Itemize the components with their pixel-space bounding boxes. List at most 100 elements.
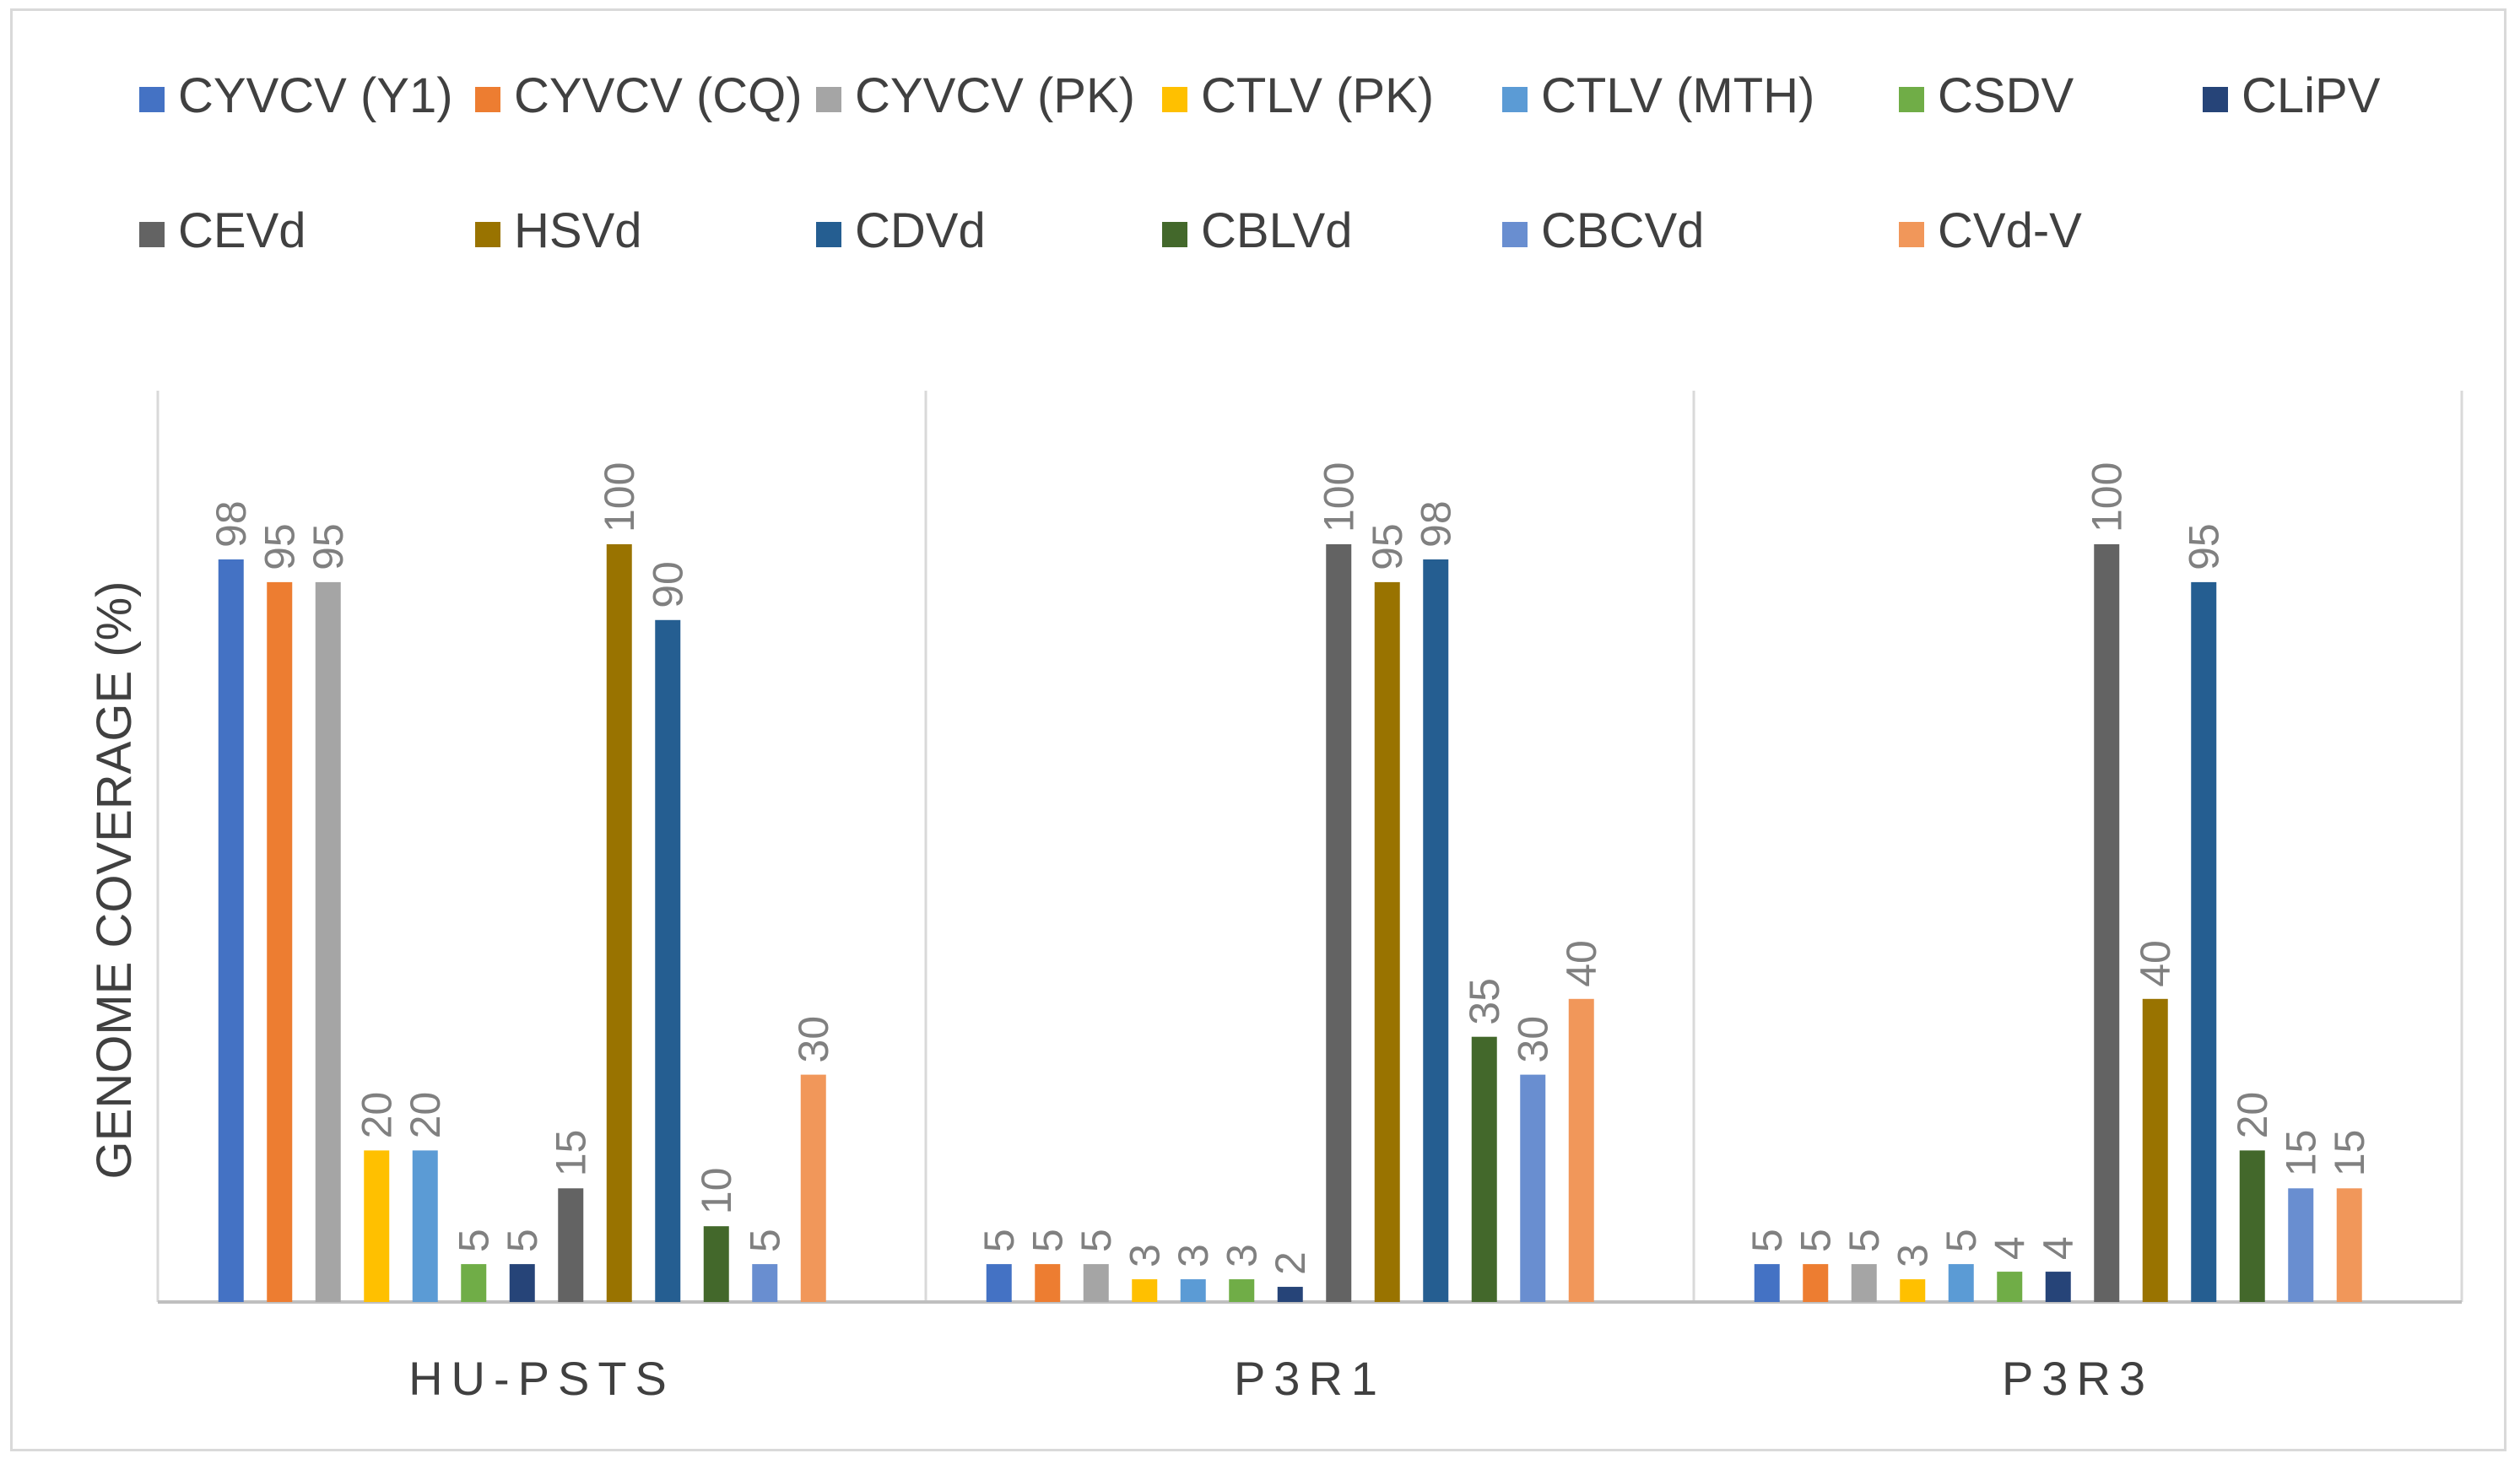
data-label-clipv-p3r1: 2 [1267,1251,1314,1275]
data-label-cblvd-hu-psts: 10 [693,1168,740,1215]
data-label-cblvd-p3r3: 20 [2229,1092,2276,1139]
bar-cbcvd-p3r3 [2288,1188,2314,1302]
data-label-cyvcv-y1-hu-psts: 98 [208,500,255,548]
legend-item-cvd-v: CVd-V [1899,203,2082,258]
bar-cblvd-p3r3 [2239,1150,2265,1302]
legend-item-cyvcv-y1: CYVCV (Y1) [139,68,453,123]
legend-label-cbcvd: CBCVd [1541,203,1704,258]
data-label-hsvd-hu-psts: 100 [596,462,643,532]
legend: CYVCV (Y1) CYVCV (CQ) CYVCV (PK) CTLV (PK) C… [139,68,2381,258]
bar-cblvd-hu-psts [703,1226,729,1302]
bar-cyvcv-pk-hu-psts [315,581,341,1302]
bar-ctlv-mth-p3r1 [1180,1279,1206,1302]
data-label-cevd-p3r1: 100 [1315,462,1362,532]
data-label-cyvcv-y1-p3r3: 5 [1744,1229,1791,1252]
data-label-cblvd-p3r1: 35 [1461,978,1508,1025]
bar-cbcvd-hu-psts [752,1264,778,1302]
data-label-cevd-hu-psts: 15 [547,1130,594,1177]
legend-item-cdvd: CDVd [816,203,986,258]
bar-cyvcv-y1-p3r1 [986,1264,1012,1302]
data-label-ctlv-mth-p3r1: 3 [1170,1244,1217,1267]
data-label-csdv-p3r3: 4 [1986,1236,2033,1260]
legend-label-cyvcv-y1: CYVCV (Y1) [178,68,453,123]
legend-label-ctlv-pk: CTLV (PK) [1201,68,1434,123]
bar-hsvd-p3r1 [1374,581,1400,1302]
bar-cvd-v-p3r1 [1568,998,1594,1302]
bar-cyvcv-cq-hu-psts [267,581,293,1302]
legend-label-cevd: CEVd [178,203,306,258]
data-label-cbcvd-p3r3: 15 [2277,1130,2324,1177]
legend-swatch-cvd-v [1899,222,1924,247]
data-label-cyvcv-cq-p3r3: 5 [1792,1229,1839,1252]
bar-cyvcv-cq-p3r1 [1035,1264,1061,1302]
legend-item-ctlv-pk: CTLV (PK) [1162,68,1434,123]
legend-swatch-cblvd [1162,222,1187,247]
bar-cdvd-p3r3 [2191,581,2217,1302]
legend-label-clipv: CLiPV [2242,68,2381,123]
data-label-hsvd-p3r3: 40 [2132,940,2179,987]
legend-label-csdv: CSDV [1938,68,2074,123]
data-label-ctlv-mth-hu-psts: 20 [402,1092,449,1139]
bar-csdv-p3r3 [1997,1272,2023,1302]
x-tick-label-p3r3: P3R3 [2002,1352,2154,1405]
bar-ctlv-mth-hu-psts [412,1150,438,1302]
legend-label-hsvd: HSVd [514,203,642,258]
data-label-cvd-v-p3r3: 15 [2326,1130,2373,1177]
chart-svg: CYVCV (Y1) CYVCV (CQ) CYVCV (PK) CTLV (PK) C… [87,68,2463,1405]
data-label-csdv-hu-psts: 5 [450,1229,497,1252]
legend-label-cdvd: CDVd [855,203,986,258]
legend-swatch-hsvd [475,222,500,247]
legend-item-clipv: CLiPV [2203,68,2381,123]
bar-cyvcv-y1-hu-psts [218,559,244,1302]
legend-label-cyvcv-cq: CYVCV (CQ) [514,68,803,123]
legend-swatch-csdv [1899,87,1924,112]
legend-label-cyvcv-pk: CYVCV (PK) [855,68,1135,123]
bar-ctlv-mth-p3r3 [1948,1264,1974,1302]
data-label-cvd-v-p3r1: 40 [1558,940,1605,987]
chart-frame: CYVCV (Y1) CYVCV (CQ) CYVCV (PK) CTLV (PK) C… [10,8,2506,1451]
bar-cblvd-p3r1 [1471,1036,1497,1302]
legend-swatch-cbcvd [1502,222,1528,247]
legend-swatch-ctlv-mth [1502,87,1528,112]
legend-label-ctlv-mth: CTLV (MTH) [1541,68,1814,123]
legend-swatch-cevd [139,222,165,247]
data-label-cdvd-hu-psts: 90 [644,561,691,608]
data-label-cyvcv-pk-p3r1: 5 [1073,1229,1120,1252]
bar-cbcvd-p3r1 [1520,1074,1546,1302]
data-label-clipv-hu-psts: 5 [499,1229,546,1252]
legend-label-cvd-v: CVd-V [1938,203,2082,258]
data-label-ctlv-pk-p3r1: 3 [1121,1244,1168,1267]
data-label-cyvcv-cq-p3r1: 5 [1024,1229,1071,1252]
legend-item-hsvd: HSVd [475,203,642,258]
legend-label-cblvd: CBLVd [1201,203,1352,258]
bar-csdv-hu-psts [461,1264,487,1302]
data-label-csdv-p3r1: 3 [1218,1244,1265,1267]
legend-swatch-cyvcv-pk [816,87,841,112]
bar-ctlv-pk-p3r1 [1132,1279,1158,1302]
bar-clipv-hu-psts [509,1264,535,1302]
data-label-cyvcv-y1-p3r1: 5 [976,1229,1023,1252]
x-tick-label-p3r1: P3R1 [1234,1352,1386,1405]
bar-cevd-p3r1 [1326,544,1352,1302]
bar-clipv-p3r1 [1277,1287,1303,1302]
legend-swatch-cyvcv-y1 [139,87,165,112]
bar-cyvcv-cq-p3r3 [1803,1264,1829,1302]
bar-ctlv-pk-p3r3 [1900,1279,1926,1302]
data-label-cdvd-p3r3: 95 [2180,523,2227,570]
data-label-cbcvd-p3r1: 30 [1509,1016,1556,1063]
legend-item-ctlv-mth: CTLV (MTH) [1502,68,1814,123]
legend-swatch-cyvcv-cq [475,87,500,112]
bar-cevd-p3r3 [2094,544,2120,1302]
data-label-cevd-p3r3: 100 [2083,462,2130,532]
data-label-hsvd-p3r1: 95 [1364,523,1411,570]
legend-item-cevd: CEVd [139,203,306,258]
data-label-ctlv-pk-p3r3: 3 [1889,1244,1936,1267]
bar-clipv-p3r3 [2045,1272,2071,1302]
legend-swatch-clipv [2203,87,2228,112]
legend-swatch-cdvd [816,222,841,247]
data-label-cbcvd-hu-psts: 5 [741,1229,788,1252]
bar-cyvcv-y1-p3r3 [1754,1264,1780,1302]
data-label-cvd-v-hu-psts: 30 [790,1016,837,1063]
data-label-clipv-p3r3: 4 [2035,1236,2082,1260]
